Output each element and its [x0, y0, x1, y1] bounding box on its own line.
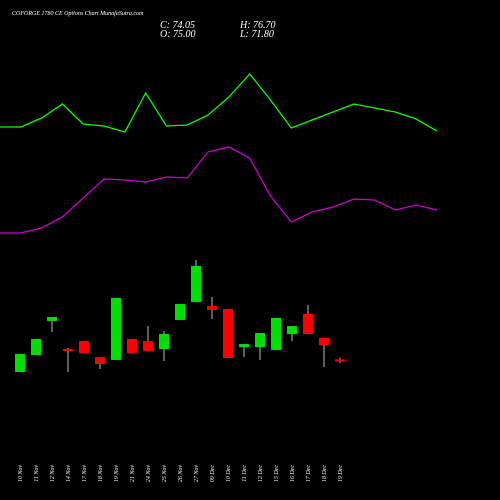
candle-body	[223, 308, 233, 359]
open-label: O: 75.00	[160, 29, 196, 40]
x-tick-label: 18 Nov	[98, 465, 104, 483]
candle-body	[303, 314, 313, 335]
candle-body	[319, 338, 329, 346]
close-label: C: 74.05	[160, 20, 195, 31]
candle-body	[239, 344, 249, 348]
candle-body	[79, 340, 89, 353]
x-tick-label: 10 Nov	[18, 465, 24, 483]
x-tick-label: 14 Nov	[65, 465, 72, 483]
candle-body	[111, 297, 121, 361]
candle-body	[95, 357, 105, 364]
candle-body	[63, 349, 73, 352]
candle-body	[159, 334, 169, 350]
x-tick-label: 27 Nov	[194, 465, 200, 483]
x-tick-label: 26 Nov	[178, 465, 184, 483]
x-tick-label: 12 Dec	[258, 465, 264, 482]
x-tick-label: 19 Nov	[114, 465, 120, 483]
x-tick-label: 11 Dec	[242, 465, 248, 482]
chart-title: COFORGE 1780 CE Options Chart MunafaSutr…	[12, 10, 144, 17]
candle-body	[47, 316, 57, 321]
x-tick-label: 15 Dec	[274, 465, 280, 482]
high-label: H: 76.70	[239, 20, 276, 31]
indicator-line	[0, 146, 438, 234]
low-label: L: 71.80	[239, 29, 274, 40]
candle-body	[175, 304, 185, 320]
x-tick-label: 09 Dec	[210, 465, 216, 482]
x-tick-label: 10 Dec	[226, 465, 232, 482]
candle-body	[143, 340, 153, 351]
x-tick-label: 17 Nov	[82, 465, 88, 483]
x-tick-label: 19 Dec	[338, 465, 344, 482]
candle-body	[255, 333, 265, 348]
indicator-line	[0, 72, 438, 133]
candle-body	[127, 338, 137, 353]
candle-body	[335, 359, 345, 362]
x-tick-label: 24 Nov	[145, 465, 152, 483]
x-tick-label: 25 Nov	[162, 465, 168, 483]
candle-body	[287, 326, 297, 335]
candle-body	[207, 305, 217, 310]
candle-body	[31, 338, 41, 356]
x-tick-label: 21 Nov	[130, 465, 136, 483]
candle-body	[191, 265, 201, 303]
x-tick-label: 16 Dec	[290, 465, 296, 482]
x-tick-label: 18 Dec	[322, 465, 328, 482]
candle-body	[271, 317, 281, 350]
x-tick-label: 17 Dec	[306, 465, 312, 482]
x-tick-label: 12 Nov	[50, 465, 56, 483]
candle-body	[15, 353, 25, 372]
x-tick-label: 11 Nov	[34, 465, 40, 482]
